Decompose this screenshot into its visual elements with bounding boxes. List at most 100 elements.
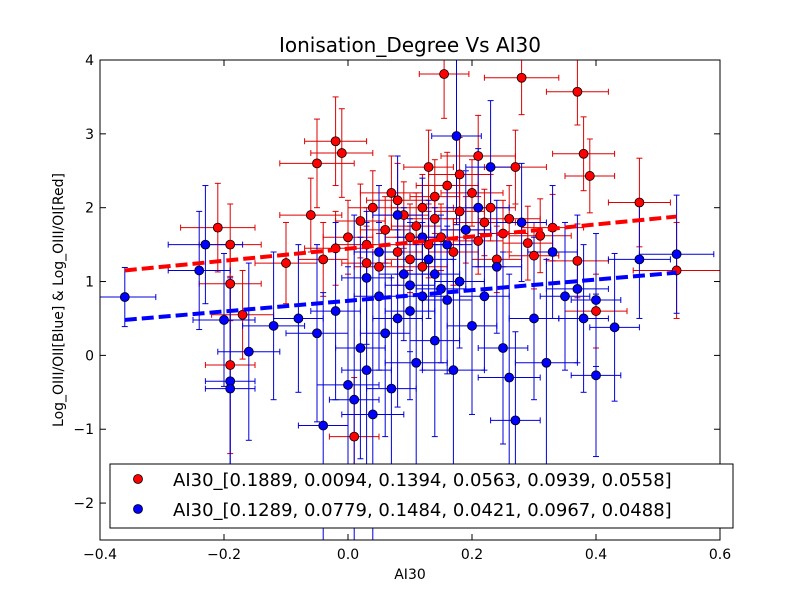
data-point: [473, 202, 484, 213]
fit-line-blue: [124, 270, 677, 322]
data-point: [479, 291, 490, 302]
data-point: [442, 239, 453, 250]
data-point: [355, 216, 366, 226]
data-point: [281, 258, 291, 268]
data-point: [405, 280, 415, 291]
data-point: [194, 265, 205, 276]
data-point: [355, 343, 366, 353]
data-point: [374, 261, 384, 272]
plot-frame: [99, 59, 721, 541]
x-tick-label: 0.4: [585, 547, 607, 563]
data-point: [343, 380, 353, 390]
data-point: [560, 291, 570, 302]
data-point: [243, 346, 254, 357]
data-point: [374, 247, 384, 257]
x-tick-label: −0.2: [207, 547, 241, 563]
fit-line-red: [124, 214, 677, 273]
x-tick-label: 0.2: [461, 547, 483, 563]
data-point: [312, 158, 322, 169]
data-point: [405, 306, 415, 316]
markers-red: [212, 69, 682, 442]
y-tick-label: 4: [85, 53, 94, 69]
data-point: [237, 309, 248, 320]
data-point: [591, 306, 601, 316]
data-point: [510, 162, 521, 172]
data-point: [491, 261, 502, 272]
data-point: [429, 335, 440, 346]
x-tick-label: 0.6: [709, 547, 731, 563]
legend-marker-red: [133, 474, 143, 484]
data-point: [386, 188, 397, 198]
data-point: [417, 202, 428, 213]
data-point: [467, 320, 477, 331]
legend: AI30_[0.1889, 0.0094, 0.1394, 0.0563, 0.…: [109, 463, 734, 529]
data-point: [392, 210, 403, 220]
data-point: [460, 224, 471, 235]
data-point: [305, 210, 316, 220]
data-point: [417, 261, 428, 272]
data-point: [584, 171, 595, 181]
data-point: [405, 254, 415, 265]
data-point: [454, 206, 465, 217]
data-point: [361, 272, 372, 283]
data-point: [609, 322, 620, 333]
data-point: [479, 217, 490, 228]
y-tick-label: −2: [73, 496, 94, 512]
data-point: [634, 197, 645, 208]
data-point: [423, 254, 434, 265]
data-point: [386, 383, 397, 394]
data-point: [485, 162, 496, 172]
data-point: [411, 357, 422, 368]
data-point: [212, 222, 223, 233]
x-tick-label: −0.4: [83, 547, 117, 563]
data-point: [293, 313, 304, 324]
markers-blue: [119, 131, 682, 431]
data-point: [522, 238, 533, 249]
data-point: [473, 236, 484, 246]
data-point: [119, 292, 130, 302]
data-point: [498, 343, 508, 353]
y-axis-label: Log_OIII/OII[Blue] & Log_OIII/OI[Red]: [51, 173, 67, 427]
data-point: [392, 195, 403, 206]
data-point: [423, 162, 434, 172]
data-point: [429, 213, 440, 224]
data-point: [268, 320, 279, 331]
data-point: [572, 284, 583, 294]
data-point: [336, 148, 347, 158]
y-tick-label: 0: [85, 348, 94, 364]
data-point: [405, 232, 415, 243]
data-point: [429, 269, 440, 280]
data-point: [516, 217, 527, 228]
data-point: [343, 232, 353, 243]
data-point: [454, 169, 465, 180]
data-point: [392, 313, 403, 324]
data-point: [429, 191, 440, 202]
data-point: [225, 239, 236, 250]
data-point: [578, 148, 589, 159]
y-tick-label: 1: [85, 275, 94, 291]
data-point: [467, 188, 477, 198]
data-point: [535, 230, 546, 241]
y-tick-label: −1: [73, 422, 94, 438]
data-point: [398, 269, 409, 280]
data-point: [671, 249, 682, 260]
data-point: [516, 72, 527, 83]
data-point: [349, 431, 360, 442]
data-point: [312, 328, 322, 339]
data-point: [547, 247, 558, 257]
y-tick-label: 2: [85, 201, 94, 217]
data-point: [448, 247, 459, 257]
data-point: [634, 254, 645, 265]
data-point: [454, 276, 465, 287]
data-point: [451, 131, 462, 141]
data-point: [485, 202, 496, 213]
data-point: [225, 360, 236, 370]
legend-marker-blue: [133, 504, 143, 514]
data-point: [392, 247, 403, 257]
data-point: [529, 250, 539, 261]
data-point: [330, 136, 341, 147]
data-point: [504, 372, 515, 383]
legend-label-red: AI30_[0.1889, 0.0094, 0.1394, 0.0563, 0.…: [173, 470, 672, 491]
legend-box: [109, 463, 734, 529]
data-point: [318, 420, 329, 431]
